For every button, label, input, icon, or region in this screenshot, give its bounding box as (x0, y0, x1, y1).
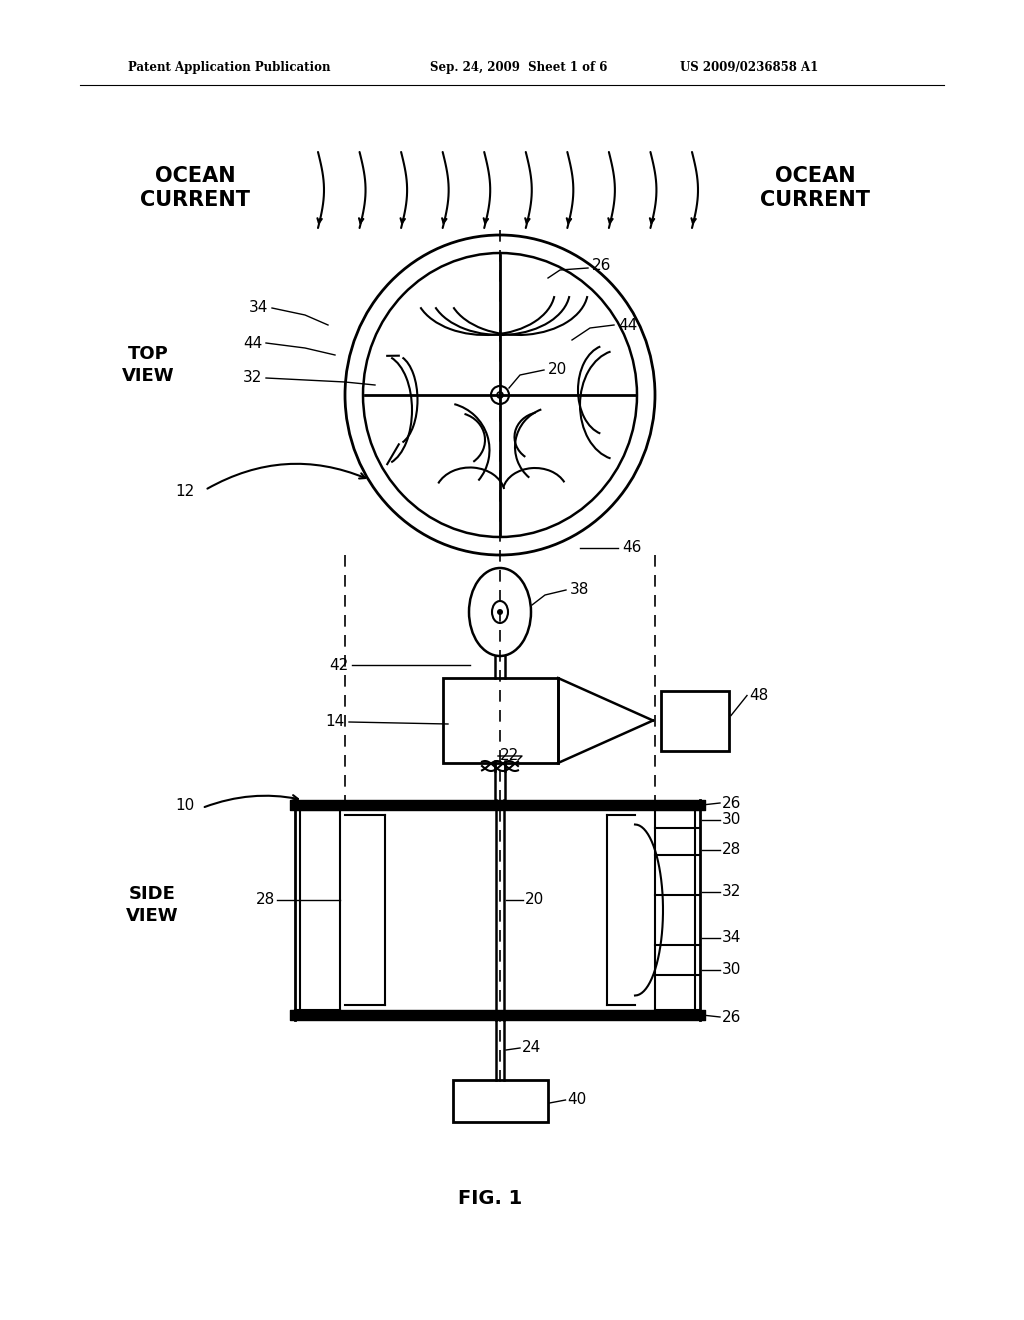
Text: SIDE
VIEW: SIDE VIEW (126, 884, 178, 925)
Text: Sep. 24, 2009  Sheet 1 of 6: Sep. 24, 2009 Sheet 1 of 6 (430, 62, 607, 74)
Text: 46: 46 (622, 540, 641, 556)
Text: 26: 26 (722, 796, 741, 810)
Text: TOP
VIEW: TOP VIEW (122, 345, 174, 385)
Text: 32: 32 (722, 884, 741, 899)
Text: 10: 10 (176, 797, 195, 813)
Text: 44: 44 (243, 335, 262, 351)
Text: 12: 12 (176, 484, 195, 499)
Bar (443, 678, 558, 763)
Ellipse shape (492, 601, 508, 623)
Bar (662, 690, 729, 751)
Text: 30: 30 (722, 813, 741, 828)
Text: 26: 26 (592, 257, 611, 272)
Text: 26: 26 (722, 1010, 741, 1024)
Text: 28: 28 (256, 892, 275, 908)
Bar (453, 1080, 548, 1122)
Text: 22: 22 (500, 748, 519, 763)
Text: 20: 20 (548, 363, 567, 378)
Text: 40: 40 (567, 1093, 587, 1107)
Text: OCEAN
CURRENT: OCEAN CURRENT (760, 165, 870, 210)
Text: 38: 38 (570, 582, 590, 598)
Text: Patent Application Publication: Patent Application Publication (128, 62, 331, 74)
Text: 14: 14 (326, 714, 345, 730)
Text: 24: 24 (522, 1040, 542, 1056)
Circle shape (497, 392, 503, 399)
Text: 34: 34 (722, 931, 741, 945)
Text: US 2009/0236858 A1: US 2009/0236858 A1 (680, 62, 818, 74)
Circle shape (497, 609, 503, 615)
Text: 34: 34 (249, 301, 268, 315)
Text: 48: 48 (749, 688, 768, 704)
Text: 32: 32 (243, 371, 262, 385)
Text: FIG. 1: FIG. 1 (458, 1188, 522, 1208)
Text: 42: 42 (329, 657, 348, 672)
Text: 20: 20 (525, 892, 544, 908)
Text: 28: 28 (722, 842, 741, 858)
Text: OCEAN
CURRENT: OCEAN CURRENT (140, 165, 250, 210)
Text: 44: 44 (618, 318, 637, 333)
Text: 30: 30 (722, 962, 741, 978)
